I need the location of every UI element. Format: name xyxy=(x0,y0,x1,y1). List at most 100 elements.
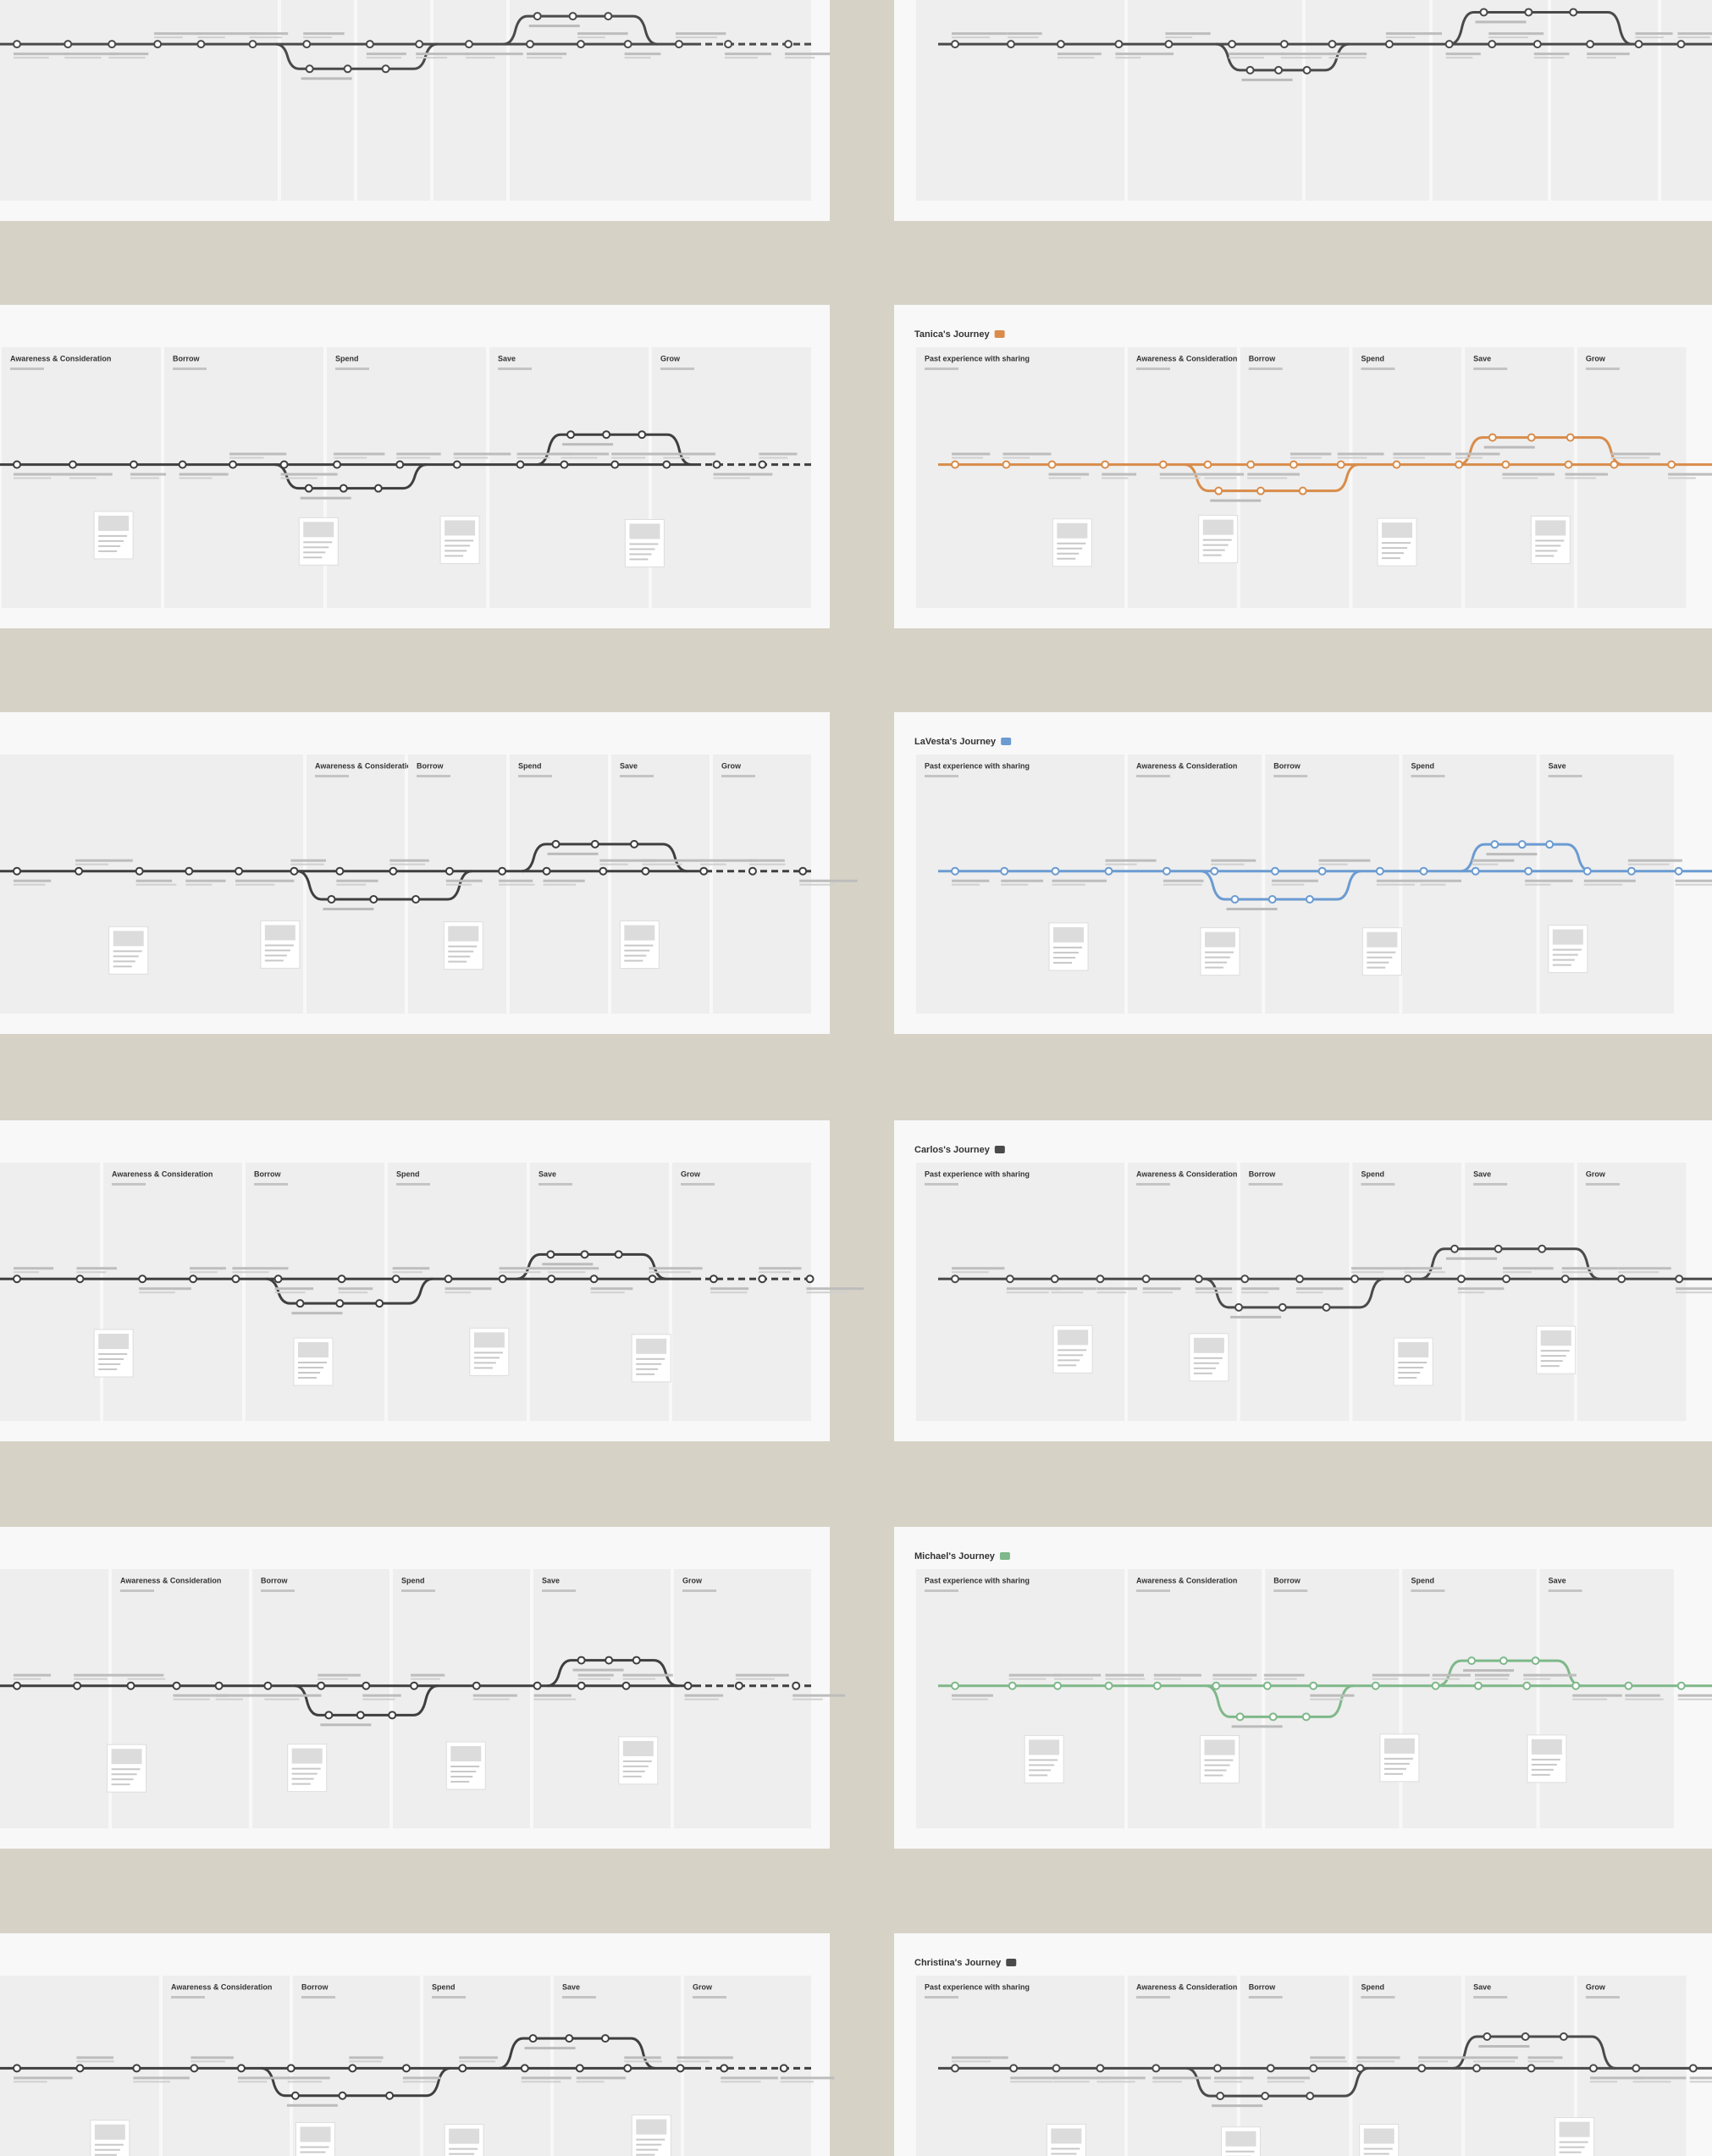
journey-node xyxy=(1456,1274,1466,1284)
note-line xyxy=(111,1783,130,1786)
node-caption xyxy=(130,477,159,479)
stage-subtitle xyxy=(1411,775,1445,777)
node-caption xyxy=(445,1287,492,1291)
journey-node xyxy=(1212,1681,1221,1690)
journey-panel: Awareness & Consideration Borrow Spend Save… xyxy=(0,1120,864,1441)
journey-node xyxy=(599,866,608,876)
stage-subtitle xyxy=(171,1996,205,1998)
stage-subtitle xyxy=(518,775,552,777)
journey-panel: Past experience with sharing Awareness & … xyxy=(894,1120,1712,1441)
node-caption xyxy=(663,452,715,456)
node-caption xyxy=(76,2060,114,2063)
stage-column xyxy=(1128,0,1302,201)
stage-subtitle xyxy=(432,1996,466,1998)
node-caption xyxy=(1006,1287,1061,1291)
journey-branch xyxy=(536,433,692,467)
stage-label: Save xyxy=(1549,761,1566,770)
note-line xyxy=(94,2143,124,2146)
node-caption xyxy=(1525,883,1551,886)
note-line xyxy=(1363,2148,1393,2150)
journey-panel: Awareness & Consideration Borrow Spend Save… xyxy=(0,1933,835,2156)
journey-badge xyxy=(1001,738,1012,745)
node-caption xyxy=(1105,1678,1146,1680)
stage-label: Grow xyxy=(721,761,742,770)
node-caption xyxy=(1420,883,1446,886)
node-caption xyxy=(1008,36,1039,39)
node-caption xyxy=(684,1694,724,1697)
journey-node xyxy=(1560,1274,1570,1284)
node-caption xyxy=(1446,1257,1498,1260)
journey-node xyxy=(1101,460,1110,469)
journey-node xyxy=(1213,2064,1223,2073)
node-caption xyxy=(1668,477,1696,479)
note-thumbnail xyxy=(111,1749,142,1765)
journey-branch xyxy=(1201,870,1361,901)
note-line xyxy=(1398,1372,1421,1374)
node-caption xyxy=(1675,883,1712,886)
node-caption xyxy=(287,2076,330,2080)
node-caption xyxy=(127,1678,166,1680)
node-caption xyxy=(1008,1678,1047,1680)
node-caption xyxy=(1290,452,1332,456)
note-line xyxy=(1559,2141,1588,2143)
node-caption xyxy=(642,863,682,865)
node-caption xyxy=(1008,1673,1062,1677)
journey-node xyxy=(13,1681,21,1690)
note-line xyxy=(1535,539,1565,542)
note-line xyxy=(1383,1762,1410,1765)
journey-node xyxy=(1522,1681,1532,1690)
stage-label: Awareness & Consideration xyxy=(315,761,416,770)
node-caption xyxy=(516,456,550,459)
node-caption xyxy=(1152,2081,1183,2083)
journey-branch xyxy=(1450,10,1632,46)
stage-label: Save xyxy=(538,1169,556,1178)
journey-node xyxy=(1047,460,1057,469)
node-caption xyxy=(1271,879,1318,882)
node-caption xyxy=(235,883,275,886)
note-thumbnail xyxy=(624,925,655,941)
journey-node xyxy=(1521,2032,1530,2041)
note-line xyxy=(113,950,142,953)
note-line xyxy=(98,545,121,547)
note-line xyxy=(624,959,643,962)
node-caption xyxy=(576,2081,605,2083)
note-thumbnail xyxy=(449,2128,480,2144)
node-caption xyxy=(562,443,614,446)
note-line xyxy=(297,1372,320,1374)
note-line xyxy=(1552,948,1582,951)
journey-node xyxy=(290,2091,300,2100)
journey-node xyxy=(1164,40,1174,49)
note-line xyxy=(98,534,128,537)
stage-label: Spend xyxy=(1361,1169,1384,1178)
stage-label: Spend xyxy=(401,1576,425,1584)
node-caption xyxy=(1328,53,1367,56)
node-caption xyxy=(1002,456,1030,459)
node-caption xyxy=(14,2081,47,2083)
node-caption xyxy=(301,77,352,80)
journey-node xyxy=(1317,866,1327,876)
journey-node xyxy=(712,460,721,469)
note-thumbnail xyxy=(291,1748,323,1764)
note-line xyxy=(1204,1769,1227,1772)
note-line xyxy=(622,1765,649,1767)
node-caption xyxy=(1632,2076,1687,2080)
journey-node xyxy=(568,12,577,21)
node-caption xyxy=(1610,452,1661,456)
note-line xyxy=(636,1368,659,1370)
node-caption xyxy=(1010,2076,1058,2080)
stage-subtitle xyxy=(1136,1996,1170,1998)
journey-node xyxy=(1158,460,1168,469)
journey-title: LaVesta's Journey xyxy=(914,737,997,747)
note-thumbnail xyxy=(636,2119,667,2135)
node-caption xyxy=(1625,1694,1660,1697)
node-caption xyxy=(1472,859,1515,862)
node-caption xyxy=(14,477,52,479)
node-caption xyxy=(700,863,726,865)
stage-subtitle xyxy=(1136,775,1170,777)
stage-subtitle xyxy=(301,1996,335,1998)
journey-node xyxy=(1246,460,1256,469)
stage-subtitle xyxy=(120,1589,154,1592)
note-line xyxy=(450,1781,470,1783)
node-caption xyxy=(472,1694,517,1697)
node-caption xyxy=(1677,1694,1712,1697)
